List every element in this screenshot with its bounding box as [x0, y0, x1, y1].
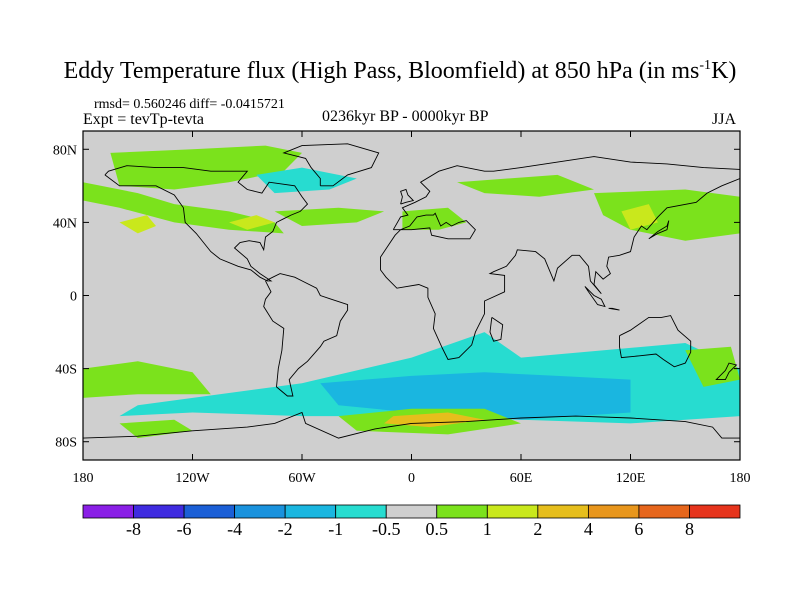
colorbar-swatch [436, 504, 488, 519]
anomaly-region [83, 361, 211, 398]
coastline [282, 143, 380, 187]
coastline [380, 156, 740, 361]
map-title: Eddy Temperature flux (High Pass, Bloomf… [0, 58, 800, 85]
anomaly-region [621, 204, 658, 230]
x-tick-label: 0 [408, 471, 415, 486]
anomaly-region [274, 207, 385, 226]
coastline [104, 165, 309, 282]
colorbar-label: 1 [483, 519, 492, 539]
map-title-end: K) [711, 58, 737, 84]
colorbar-swatch [335, 504, 387, 519]
season-label: JJA [712, 111, 737, 128]
colorbar-label: 8 [685, 519, 694, 539]
map-axes: 180 120W 60W 0 60E 120E 180 80N 40N 0 40S 80S [53, 131, 751, 486]
experiment-label: Expt = tevTp-tevta [83, 111, 204, 128]
anomaly-region [320, 372, 631, 420]
map-title-main: Eddy Temperature flux (High Pass, Bloomf… [63, 58, 700, 84]
colorbar-swatch [638, 504, 690, 519]
colorbar: -8 -6 -4 -2 -1 -0.5 0.5 1 2 4 6 8 [82, 504, 741, 539]
colorbar-label: 4 [584, 519, 593, 539]
colorbar-label: -2 [278, 519, 293, 539]
coastline [608, 307, 620, 311]
colorbar-swatch [486, 504, 539, 519]
anomaly-region [457, 174, 594, 197]
colorbar-label: -6 [177, 519, 192, 539]
y-tick-label: 80S [55, 436, 77, 451]
coastline [715, 362, 738, 381]
anomaly-region [119, 215, 156, 234]
map-title-superscript: -1 [699, 58, 712, 73]
colorbar-swatch [234, 504, 286, 519]
map-plot-area [83, 131, 740, 460]
x-tick-label: 120W [175, 471, 210, 486]
colorbar-swatch [183, 504, 236, 519]
x-tick-label: 60E [510, 471, 533, 486]
coastline [400, 188, 415, 205]
colorbar-label: -4 [227, 519, 242, 539]
anomaly-region [402, 207, 467, 230]
coastline [584, 286, 606, 308]
y-tick-label: 0 [70, 290, 77, 305]
anomaly-region [119, 419, 193, 439]
x-tick-label: 120E [616, 471, 646, 486]
colorbar-swatch [537, 504, 589, 519]
colorbar-swatch [689, 504, 741, 519]
colorbar-swatch [133, 504, 185, 519]
x-tick-label: 180 [73, 471, 94, 486]
anomaly-region [256, 167, 357, 194]
colorbar-swatch [385, 504, 438, 519]
colorbar-label: -1 [328, 519, 343, 539]
colorbar-label: 0.5 [426, 519, 449, 539]
y-tick-label: 40N [53, 216, 77, 231]
coastline [619, 315, 692, 368]
rmsd-diff-label: rmsd= 0.560246 diff= -0.0415721 [94, 97, 285, 112]
coastline [263, 273, 349, 397]
colorbar-label: 6 [634, 519, 643, 539]
period-label: 0236kyr BP - 0000kyr BP [322, 108, 489, 125]
coastline [83, 411, 740, 439]
y-tick-label: 40S [55, 363, 77, 378]
coastline [648, 220, 670, 240]
colorbar-label: -0.5 [372, 519, 401, 539]
x-tick-label: 180 [730, 471, 751, 486]
coastline [489, 317, 504, 342]
x-tick-label: 60W [288, 471, 316, 486]
colorbar-swatch [587, 504, 640, 519]
colorbar-label: -8 [126, 519, 141, 539]
y-tick-label: 80N [53, 143, 77, 158]
colorbar-swatch [284, 504, 337, 519]
anomaly-region [110, 145, 303, 190]
colorbar-swatch [82, 504, 134, 519]
colorbar-label: 2 [533, 519, 542, 539]
anomaly-region [229, 215, 275, 230]
